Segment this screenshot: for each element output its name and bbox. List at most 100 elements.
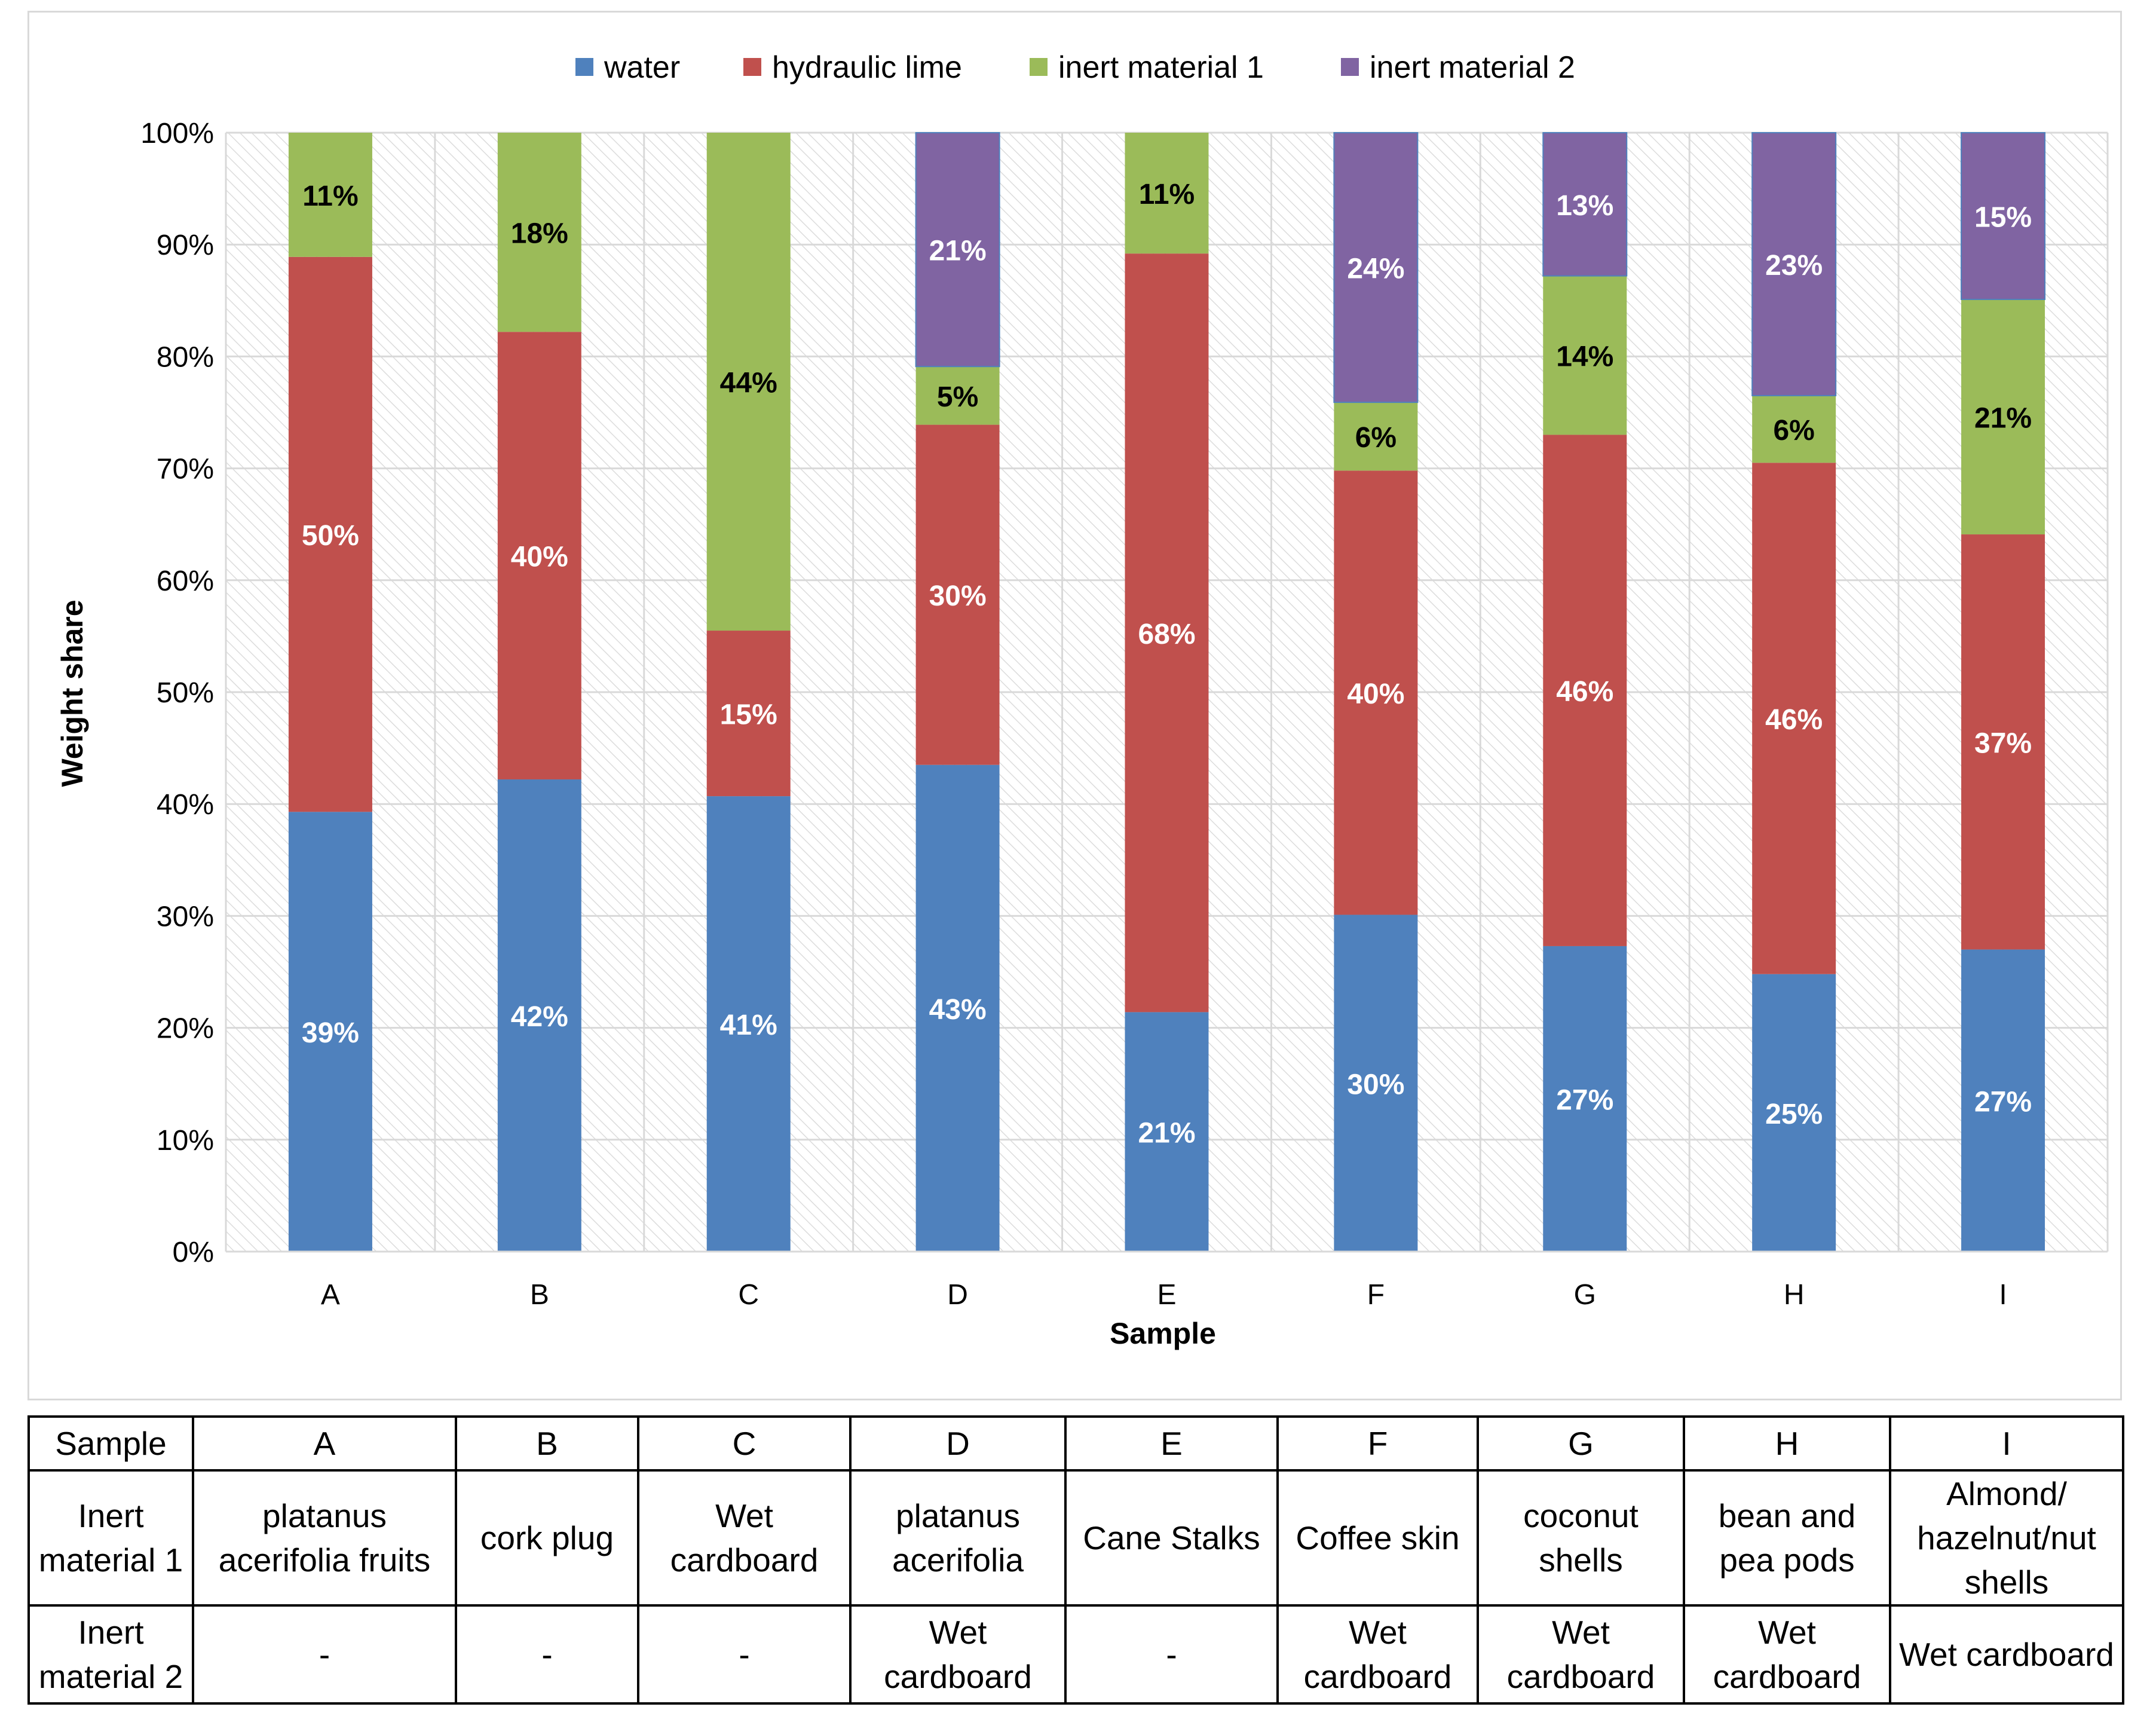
data-label: 40% <box>511 542 568 573</box>
bar-segment-hydraulic-lime <box>1334 470 1418 915</box>
y-tick-label: 20% <box>157 1013 214 1045</box>
y-tick-label: 10% <box>157 1125 214 1157</box>
bar-segment-inert-material-1 <box>288 133 372 257</box>
bar-segment-hydraulic-lime <box>915 424 1000 765</box>
x-tick-label: G <box>1574 1279 1596 1311</box>
table-sample-cell: E <box>1064 1415 1279 1472</box>
bar-segment-water <box>915 764 1000 1252</box>
bar-segment-water <box>497 779 581 1252</box>
data-label: 13% <box>1556 190 1613 222</box>
data-label: 21% <box>1974 402 2032 434</box>
table-inert2-cell: Wet cardboard <box>1683 1604 1891 1705</box>
table-inert1-cell: platanus acerifolia <box>849 1469 1067 1607</box>
table-inert1-cell: Cane Stalks <box>1064 1469 1279 1607</box>
bar-segment-inert-material-1 <box>1961 299 2045 535</box>
legend-label: inert material 2 <box>1370 50 1575 85</box>
bar-segment-water <box>1543 946 1627 1252</box>
data-label: 21% <box>929 235 987 267</box>
bar-segment-hydraulic-lime <box>1543 435 1627 946</box>
bar-segment-inert-material-1 <box>1752 395 1836 463</box>
y-tick-label: 60% <box>157 565 214 597</box>
data-label: 23% <box>1765 250 1823 282</box>
data-label: 6% <box>1355 422 1396 454</box>
table-sample-cell: G <box>1477 1415 1685 1472</box>
bar-segment-water <box>1125 1012 1209 1252</box>
legend-label: water <box>604 50 680 85</box>
data-label: 27% <box>1556 1084 1613 1116</box>
data-label: 25% <box>1765 1099 1823 1130</box>
stacked-bar-chart: 0% 10% 20% 30% 40% 50% 60% 70% 80% 90% 100% 39% 50% 1… <box>56 50 2109 1350</box>
legend-swatch-inert-material-2 <box>1341 58 1359 76</box>
legend-swatch-hydraulic-lime <box>743 58 761 76</box>
y-tick-label: 80% <box>157 341 214 373</box>
bar-segment-inert-material-1 <box>915 366 1000 425</box>
bar-segment-inert-material-1 <box>1125 133 1209 254</box>
data-label: 6% <box>1773 415 1814 446</box>
y-tick-label: 90% <box>157 230 214 261</box>
legend-swatch-water <box>575 58 593 76</box>
table-sample-cell: C <box>637 1415 852 1472</box>
bar-segment-inert-material-2 <box>915 132 1000 368</box>
data-label: 42% <box>511 1001 568 1033</box>
y-tick-label: 70% <box>157 454 214 485</box>
data-label: 43% <box>929 994 987 1026</box>
x-tick-label: A <box>321 1279 340 1311</box>
table-inert2-cell: Wet cardboard <box>1889 1604 2124 1705</box>
data-label: 11% <box>1139 179 1195 210</box>
bar-segment-hydraulic-lime <box>706 631 791 797</box>
table-inert2-cell: Wet cardboard <box>1477 1604 1685 1705</box>
table-sample-cell: B <box>455 1415 639 1472</box>
table-sample-cell: D <box>849 1415 1067 1472</box>
bar-segment-inert-material-1 <box>497 133 581 332</box>
bar-segment-water <box>1752 974 1836 1252</box>
legend: water hydraulic lime inert material 1 inert… <box>575 50 1575 85</box>
y-tick-label: 40% <box>157 789 214 821</box>
bar-segment-hydraulic-lime <box>1752 463 1836 974</box>
x-tick-label: H <box>1784 1279 1805 1311</box>
table-inert2-label: Inert material 2 <box>27 1604 194 1705</box>
y-tick-label: 50% <box>157 677 214 709</box>
table-inert1-cell: cork plug <box>455 1469 639 1607</box>
data-label: 37% <box>1974 727 2032 759</box>
legend-swatch-inert-material-1 <box>1030 58 1048 76</box>
table-inert1-cell: coconut shells <box>1477 1469 1685 1607</box>
data-label: 40% <box>1347 678 1404 710</box>
bar-segment-hydraulic-lime <box>1961 534 2045 950</box>
legend-label: hydraulic lime <box>772 50 962 85</box>
legend-label: inert material 1 <box>1058 50 1264 85</box>
bar-segment-hydraulic-lime <box>1125 253 1209 1013</box>
table-sample-cell: I <box>1889 1415 2124 1472</box>
table-sample-cell: A <box>192 1415 457 1472</box>
data-label: 15% <box>720 699 777 731</box>
y-tick-label: 100% <box>140 118 214 149</box>
bar-segment-inert-material-2 <box>1333 132 1419 403</box>
data-label: 68% <box>1138 619 1195 650</box>
bar-segment-inert-material-1 <box>706 133 791 631</box>
bar-segment-inert-material-2 <box>1542 132 1628 277</box>
data-label: 39% <box>302 1017 359 1049</box>
bar-segment-water <box>1961 949 2045 1252</box>
data-label: 30% <box>1347 1069 1404 1100</box>
table-sample-cell: F <box>1276 1415 1479 1472</box>
data-label: 24% <box>1347 253 1404 285</box>
x-tick-label: E <box>1157 1279 1176 1311</box>
table-header-label: Sample <box>27 1415 194 1472</box>
x-axis-title: Sample <box>1110 1317 1216 1350</box>
inert-materials-table: Sample A B C D E F G H I Inert material … <box>27 1415 2124 1705</box>
table-inert2-row: Inert material 2 - - - Wet cardboard - W… <box>27 1604 2124 1705</box>
data-label: 50% <box>302 520 359 552</box>
data-label: 15% <box>1974 201 2032 233</box>
y-axis-title: Weight share <box>56 599 89 787</box>
bar-segment-inert-material-1 <box>1543 276 1627 435</box>
data-label: 14% <box>1556 341 1613 373</box>
data-label: 21% <box>1138 1118 1195 1149</box>
y-tick-label: 0% <box>173 1237 214 1268</box>
table-sample-cell: H <box>1683 1415 1891 1472</box>
bar-segment-inert-material-2 <box>1751 132 1837 396</box>
data-label: 46% <box>1556 676 1613 708</box>
bar-segment-hydraulic-lime <box>497 332 581 780</box>
table-inert2-cell: - <box>1064 1604 1279 1705</box>
table-inert2-cell: - <box>192 1604 457 1705</box>
table-inert1-cell: Almond/ hazelnut/nut shells <box>1889 1469 2124 1607</box>
x-tick-label: C <box>738 1279 759 1311</box>
